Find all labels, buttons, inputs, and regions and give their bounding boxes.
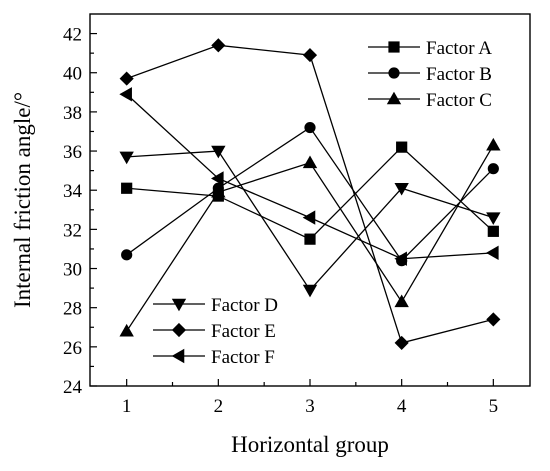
data-point-factor-c-4: [394, 294, 409, 308]
legend-top-right: Factor A Factor B Factor C: [368, 38, 492, 111]
data-point-factor-b-3: [304, 121, 316, 134]
legend-layer: Factor A Factor B Factor C Factor D Factor E…: [153, 38, 492, 368]
y-tick-label: 42: [63, 25, 82, 46]
x-tick-label: 5: [489, 396, 499, 417]
data-point-factor-a-4: [396, 141, 408, 153]
legend-entry-factor-a: Factor A: [368, 38, 492, 59]
data-point-factor-e-3: [302, 48, 318, 63]
legend-label-factor-e: Factor E: [211, 321, 276, 342]
legend-entry-factor-f: Factor F: [153, 347, 275, 368]
data-point-factor-f-5: [486, 245, 499, 261]
y-tick-label: 38: [63, 103, 82, 124]
data-point-factor-f-1: [119, 87, 132, 102]
legend-marker-factor-f: [171, 348, 185, 364]
legend-entry-factor-e: Factor E: [153, 321, 276, 342]
series-factor-a: [121, 141, 499, 245]
y-tick-label: 40: [63, 64, 82, 85]
legend-label-factor-f: Factor F: [211, 347, 275, 368]
x-tick-label: 3: [305, 396, 315, 417]
y-tick-label: 28: [63, 299, 82, 320]
series-factor-e: [119, 38, 501, 350]
data-point-factor-e-4: [394, 335, 409, 350]
legend-marker-factor-c: [386, 91, 402, 105]
data-point-factor-c-5: [486, 137, 501, 151]
y-tick-label: 32: [63, 220, 82, 241]
data-point-factor-d-5: [486, 212, 501, 225]
legend-bottom-left: Factor D Factor E Factor F: [153, 295, 278, 368]
legend-marker-factor-d: [171, 298, 187, 312]
data-point-factor-d-2: [211, 145, 226, 159]
y-tick-label: 26: [63, 338, 82, 359]
legend-marker-factor-e: [171, 322, 187, 338]
data-point-factor-f-4: [394, 251, 407, 266]
data-point-factor-e-5: [486, 312, 501, 327]
data-point-factor-e-2: [211, 38, 226, 53]
y-axis-label: Internal friction angle/°: [10, 92, 35, 308]
data-point-factor-a-1: [121, 182, 133, 194]
legend-label-factor-d: Factor D: [211, 295, 278, 316]
data-point-factor-c-2: [211, 184, 226, 198]
y-tick-label: 30: [63, 260, 82, 281]
legend-label-factor-b: Factor B: [426, 64, 492, 85]
y-tick-label: 34: [63, 181, 83, 202]
data-point-factor-d-4: [394, 182, 409, 196]
series-layer: [119, 38, 501, 350]
data-point-factor-d-3: [302, 284, 318, 298]
data-point-factor-f-2: [211, 171, 224, 186]
data-point-factor-d-1: [119, 151, 134, 165]
legend-marker-factor-b: [388, 67, 400, 79]
data-point-factor-b-5: [487, 163, 499, 175]
series-factor-d: [119, 145, 501, 298]
legend-label-factor-a: Factor A: [426, 38, 492, 59]
data-point-factor-e-1: [119, 71, 134, 86]
y-tick-label: 24: [63, 377, 83, 398]
series-factor-f: [119, 87, 499, 266]
legend-entry-factor-d: Factor D: [153, 295, 278, 316]
legend-marker-factor-a: [388, 41, 400, 53]
legend-entry-factor-b: Factor B: [368, 64, 492, 85]
data-point-factor-b-1: [121, 249, 133, 261]
x-tick-label: 4: [397, 396, 407, 417]
data-point-factor-a-3: [304, 233, 316, 245]
series-factor-c: [119, 137, 501, 337]
y-tick-label: 36: [63, 142, 82, 163]
data-point-factor-c-3: [302, 155, 318, 169]
x-tick-label: 1: [122, 396, 132, 417]
data-point-factor-a-5: [487, 225, 499, 237]
legend-entry-factor-c: Factor C: [368, 90, 492, 111]
x-tick-label: 2: [214, 396, 224, 417]
data-point-factor-c-1: [119, 323, 134, 337]
data-point-factor-f-3: [302, 210, 316, 225]
x-axis-label: Horizontal group: [231, 432, 389, 457]
legend-label-factor-c: Factor C: [426, 90, 492, 111]
